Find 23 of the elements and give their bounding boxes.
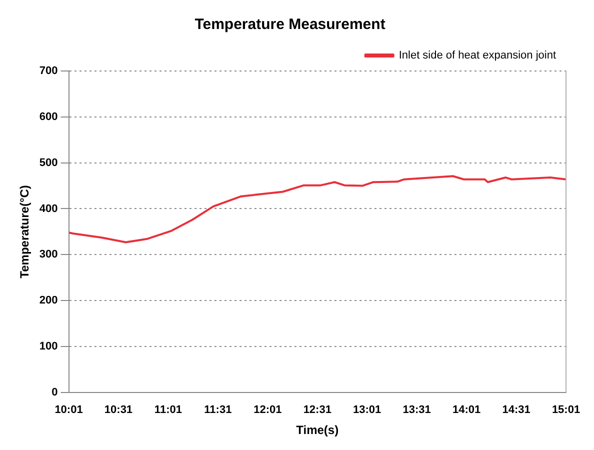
y-tick-label: 600 bbox=[39, 110, 58, 123]
y-tick-label: 200 bbox=[39, 294, 58, 307]
x-tick-label: 11:31 bbox=[204, 404, 232, 416]
y-tick-label: 700 bbox=[39, 65, 58, 78]
x-tick-label: 15:01 bbox=[552, 404, 580, 416]
x-tick-label: 14:01 bbox=[452, 404, 481, 416]
x-tick-label: 14:31 bbox=[502, 404, 530, 416]
x-tick-label: 13:01 bbox=[353, 404, 382, 416]
y-tick-label: 300 bbox=[39, 248, 58, 261]
x-tick-label: 12:31 bbox=[303, 404, 332, 416]
x-tick-label: 10:31 bbox=[104, 404, 133, 416]
chart-title: Temperature Measurement bbox=[194, 16, 386, 34]
x-axis-title: Time(s) bbox=[296, 423, 339, 438]
y-tick-label: 400 bbox=[39, 202, 58, 215]
x-tick-label: 11:01 bbox=[154, 404, 182, 416]
x-tick-label: 12:01 bbox=[254, 404, 282, 416]
legend-label: Inlet side of heat expansion joint bbox=[398, 50, 556, 62]
y-tick-label: 100 bbox=[39, 340, 58, 353]
x-tick-label: 13:31 bbox=[402, 404, 431, 416]
y-axis-title: Temperature(°C) bbox=[18, 185, 32, 278]
x-tick-label: 10:01 bbox=[54, 404, 83, 416]
y-tick-label: 0 bbox=[52, 386, 58, 398]
y-tick-label: 500 bbox=[39, 156, 58, 169]
